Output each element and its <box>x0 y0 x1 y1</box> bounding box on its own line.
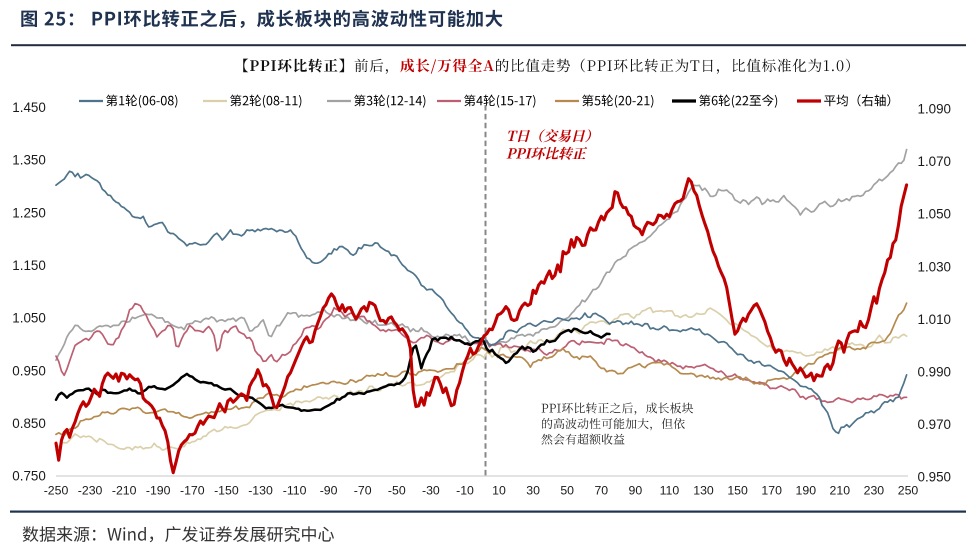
svg-text:230: 230 <box>864 484 885 498</box>
svg-text:-90: -90 <box>320 484 338 498</box>
svg-text:-150: -150 <box>214 484 239 498</box>
svg-text:-70: -70 <box>354 484 372 498</box>
svg-text:170: 170 <box>761 484 782 498</box>
svg-text:210: 210 <box>830 484 851 498</box>
svg-text:-190: -190 <box>146 484 171 498</box>
svg-text:0.850: 0.850 <box>12 416 46 431</box>
svg-text:70: 70 <box>594 484 608 498</box>
svg-text:250: 250 <box>898 484 919 498</box>
svg-text:110: 110 <box>660 484 680 498</box>
svg-text:1.010: 1.010 <box>918 312 952 327</box>
svg-text:0.990: 0.990 <box>918 365 952 380</box>
svg-text:30: 30 <box>526 484 540 498</box>
svg-text:1.450: 1.450 <box>12 100 46 115</box>
svg-text:130: 130 <box>693 484 714 498</box>
svg-text:0.970: 0.970 <box>918 417 952 432</box>
svg-text:1.050: 1.050 <box>12 311 46 326</box>
svg-text:1.350: 1.350 <box>12 153 46 168</box>
svg-text:-250: -250 <box>44 484 69 498</box>
svg-text:0.950: 0.950 <box>12 363 46 378</box>
svg-text:-10: -10 <box>456 484 474 498</box>
svg-text:1.030: 1.030 <box>918 259 952 274</box>
svg-text:-30: -30 <box>422 484 440 498</box>
svg-text:10: 10 <box>492 484 506 498</box>
svg-text:1.150: 1.150 <box>12 258 46 273</box>
svg-text:150: 150 <box>727 484 748 498</box>
svg-text:0.950: 0.950 <box>918 470 952 485</box>
svg-text:1.090: 1.090 <box>918 102 952 117</box>
svg-text:-210: -210 <box>112 484 137 498</box>
svg-text:-230: -230 <box>78 484 103 498</box>
svg-text:90: 90 <box>629 484 643 498</box>
svg-text:-50: -50 <box>388 484 406 498</box>
svg-text:-170: -170 <box>180 484 205 498</box>
svg-text:-130: -130 <box>248 484 273 498</box>
svg-text:190: 190 <box>796 484 817 498</box>
svg-text:0.750: 0.750 <box>12 469 46 484</box>
svg-text:1.050: 1.050 <box>918 207 952 222</box>
svg-text:1.070: 1.070 <box>918 154 952 169</box>
svg-text:1.250: 1.250 <box>12 205 46 220</box>
svg-text:-110: -110 <box>283 484 307 498</box>
svg-text:50: 50 <box>560 484 574 498</box>
